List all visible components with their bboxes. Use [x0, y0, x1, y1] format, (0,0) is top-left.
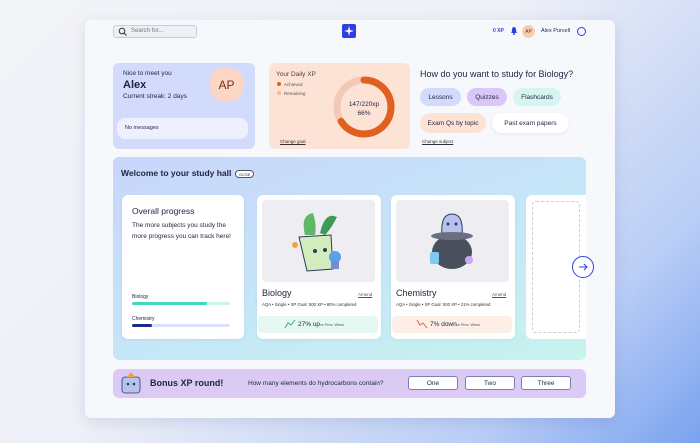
subject-name: Chemistry	[396, 288, 437, 298]
xp-counter: 0 XP	[493, 28, 504, 34]
progress-track	[132, 302, 230, 305]
change-subject-link[interactable]: Change subject	[422, 139, 454, 144]
answer-button[interactable]: Two	[465, 376, 515, 390]
next-button[interactable]	[572, 256, 594, 278]
subject-label: Biology	[132, 294, 149, 300]
legend-label: Achieved	[284, 82, 303, 87]
plant-illustration	[292, 213, 341, 272]
logo	[342, 24, 356, 38]
trend-value: 27% up	[298, 321, 321, 328]
overall-progress-card	[122, 195, 244, 339]
legend-swatch	[277, 82, 281, 86]
trend-up-icon	[284, 319, 296, 329]
trend-box	[392, 316, 512, 333]
level-badge: GCSE	[235, 170, 255, 178]
search-box[interactable]	[113, 25, 197, 38]
trend-down-icon	[416, 319, 428, 329]
bonus-icon	[121, 372, 141, 394]
search-placeholder: Search for...	[131, 27, 164, 34]
subject-name: Biology	[262, 288, 292, 298]
messages-box: No messages	[117, 118, 248, 139]
user-name: Alex Purcell	[541, 28, 571, 34]
search-icon	[118, 27, 127, 36]
greeting-name: Alex	[123, 79, 147, 91]
donut-arc	[333, 76, 395, 138]
subject-details: AQA • Single • XP Goal: 500 XP • 21% com…	[396, 302, 491, 307]
xp-donut	[333, 76, 395, 138]
progress-track	[132, 324, 230, 327]
trend-note: vs Prev. Week	[320, 323, 345, 327]
option-button[interactable]: Lessons	[420, 88, 461, 106]
option-button[interactable]: Quizzes	[467, 88, 507, 106]
settings-button[interactable]	[577, 27, 586, 36]
option-button[interactable]: Flashcards	[513, 88, 561, 106]
trend-box	[258, 316, 378, 333]
daily-xp-title: Your Daily XP	[276, 71, 316, 78]
overall-title: Overall progress	[132, 206, 195, 216]
answer-button[interactable]: One	[408, 376, 458, 390]
study-question: How do you want to study for Biology?	[420, 69, 574, 79]
answer-button[interactable]: Three	[521, 376, 571, 390]
legend-swatch	[277, 91, 281, 95]
user-avatar[interactable]: AP	[522, 25, 535, 38]
greeting-intro: Nice to meet you	[123, 70, 172, 77]
legend-label: Remaining	[284, 91, 306, 96]
change-goal-link[interactable]: Change goal	[280, 139, 306, 144]
trend-note: vs Prev. Week	[456, 323, 481, 327]
overall-text: The more subjects you study the more pro…	[132, 222, 231, 240]
bonus-question: How many elements do hydrocarbons contai…	[248, 380, 384, 387]
option-button[interactable]: Past exam papers	[492, 113, 569, 133]
trend-value: 7% down	[430, 321, 457, 328]
amend-link[interactable]: Amend	[358, 292, 373, 297]
amend-link[interactable]: Amend	[492, 292, 507, 297]
cauldron-illustration	[430, 213, 473, 269]
subject-details: AQA • Single • XP Goal: 500 XP • 80% com…	[262, 302, 357, 307]
avatar: AP	[209, 67, 244, 102]
study-hall-title: Welcome to your study hall	[121, 168, 232, 178]
bell-icon[interactable]	[510, 26, 518, 35]
xp-percent: 66%	[357, 110, 371, 117]
option-button[interactable]: Exam Qs by topic	[420, 113, 486, 133]
streak: Current streak: 2 days	[123, 93, 187, 100]
xp-amount: 147/220xp	[348, 101, 380, 108]
bonus-title: Bonus XP round!	[150, 378, 224, 388]
subject-label: Chemistry	[132, 316, 155, 322]
